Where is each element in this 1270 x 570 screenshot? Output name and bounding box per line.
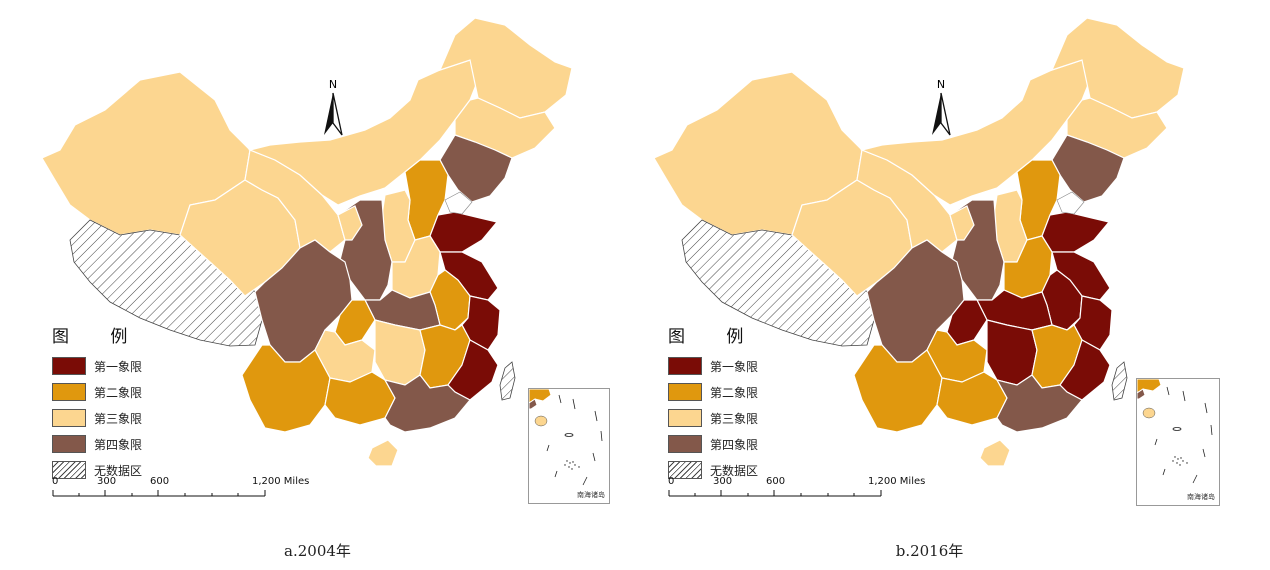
legend-item: 第三象限 xyxy=(52,405,252,431)
legend-title: 图 例 xyxy=(668,327,762,347)
north-arrow: N xyxy=(322,78,344,140)
legend-label: 第一象限 xyxy=(710,359,759,374)
legend-item: 第四象限 xyxy=(52,431,252,457)
region-ningxia xyxy=(337,205,363,241)
north-arrow-icon xyxy=(932,92,951,136)
legend-swatch xyxy=(668,383,702,401)
scale-tick: 1,200 Miles xyxy=(868,476,926,487)
legend-label: 第四象限 xyxy=(94,437,143,452)
region-taiwan xyxy=(499,361,516,401)
north-label: N xyxy=(328,78,338,91)
bohai-sea xyxy=(444,191,473,215)
region-shandong xyxy=(1041,211,1111,253)
legend-item: 第三象限 xyxy=(668,405,868,431)
inset-label: 南海诸岛 xyxy=(577,491,605,499)
legend-label: 无数据区 xyxy=(94,463,143,478)
scale-tick: 0 xyxy=(52,476,59,487)
region-ningxia xyxy=(949,205,975,241)
panel-caption: b.2016年 xyxy=(895,542,964,560)
legend-item: 第一象限 xyxy=(668,353,868,379)
scale-tick: 600 xyxy=(150,476,170,487)
region-tibet xyxy=(681,219,875,347)
legend-swatch xyxy=(668,461,702,479)
legend-swatch xyxy=(668,435,702,453)
legend-swatch xyxy=(52,461,86,479)
legend-swatch xyxy=(52,383,86,401)
legend: 图 例 第一象限第二象限第三象限第四象限无数据区 xyxy=(52,322,252,483)
region-hainan xyxy=(979,439,1011,467)
legend-swatch xyxy=(668,409,702,427)
region-hunan xyxy=(986,319,1038,386)
scale-tick: 0 xyxy=(668,476,675,487)
legend-item: 无数据区 xyxy=(668,457,868,483)
legend-item: 第二象限 xyxy=(52,379,252,405)
legend-title: 图 例 xyxy=(52,327,146,347)
legend-item: 无数据区 xyxy=(52,457,252,483)
region-hainan xyxy=(367,439,399,467)
region-guangdong xyxy=(995,374,1083,433)
map-panel-2004: N 图 例 第一象限第二象限第三象限第四象限无数据区 0 300 600 1,2… xyxy=(41,17,610,560)
province-map xyxy=(41,17,573,467)
region-taiwan xyxy=(1111,361,1128,401)
north-label: N xyxy=(936,78,946,91)
legend-label: 第二象限 xyxy=(710,385,759,400)
bohai-sea xyxy=(1056,191,1085,215)
region-shandong xyxy=(429,211,499,253)
legend-swatch xyxy=(52,409,86,427)
legend: 图 例 第一象限第二象限第三象限第四象限无数据区 xyxy=(668,322,868,483)
scale-tick: 300 xyxy=(97,476,117,487)
legend-swatch xyxy=(52,357,86,375)
map-panel-2016: N 图 例 第一象限第二象限第三象限第四象限无数据区 0 300 600 1,2… xyxy=(612,0,1247,570)
legend-label: 第三象限 xyxy=(710,411,759,426)
scale-bar: 0 300 600 1,200 Miles xyxy=(52,476,322,506)
legend-item: 第一象限 xyxy=(52,353,252,379)
legend-label: 第四象限 xyxy=(710,437,759,452)
province-map xyxy=(653,17,1185,467)
inset-label: 南海诸岛 xyxy=(1187,493,1215,501)
scale-bar: 0 300 600 1,200 Miles xyxy=(668,476,938,506)
legend-label: 第二象限 xyxy=(94,385,143,400)
legend-label: 第三象限 xyxy=(94,411,143,426)
legend-swatch xyxy=(668,357,702,375)
legend-item: 第四象限 xyxy=(668,431,868,457)
south-china-sea-inset: 南海诸岛 xyxy=(528,388,610,504)
inset-map xyxy=(528,388,603,486)
scale-tick: 300 xyxy=(713,476,733,487)
scale-tick: 1,200 Miles xyxy=(252,476,310,487)
legend-label: 无数据区 xyxy=(710,463,759,478)
legend-item: 第二象限 xyxy=(668,379,868,405)
scale-tick: 600 xyxy=(766,476,786,487)
legend-label: 第一象限 xyxy=(94,359,143,374)
north-arrow: N xyxy=(930,78,952,140)
south-china-sea-inset: 南海诸岛 xyxy=(1136,378,1220,506)
north-arrow-icon xyxy=(324,92,343,136)
legend-swatch xyxy=(52,435,86,453)
inset-map xyxy=(1136,378,1213,484)
scale-line xyxy=(52,490,266,497)
region-guangdong xyxy=(383,374,471,433)
scale-line xyxy=(668,490,882,497)
panel-caption: a.2004年 xyxy=(284,542,351,560)
region-tibet xyxy=(69,219,263,347)
region-hunan xyxy=(374,319,426,386)
